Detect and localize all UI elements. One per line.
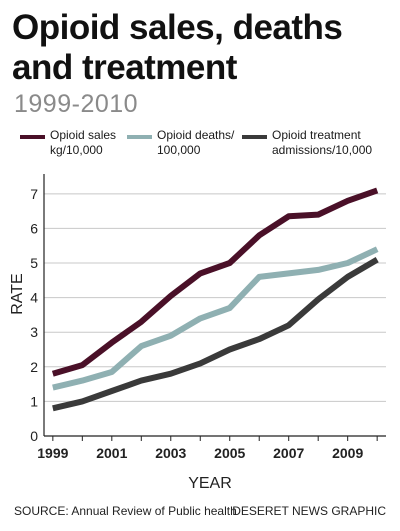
y-tick-label-7: 7 bbox=[30, 186, 38, 202]
legend-label-treatment: Opioid treatment admissions/10,000 bbox=[272, 128, 373, 157]
y-tick-label-2: 2 bbox=[30, 359, 38, 375]
y-tick-label-1: 1 bbox=[30, 393, 38, 409]
y-axis-title: RATE bbox=[9, 273, 26, 314]
y-tick-label-4: 4 bbox=[30, 290, 38, 306]
y-tick-label-6: 6 bbox=[30, 220, 38, 236]
chart-subtitle: 1999-2010 bbox=[14, 90, 139, 118]
x-tick-label-2009: 2009 bbox=[332, 445, 363, 461]
legend-label-sales: Opioid sales kg/10,000 bbox=[50, 128, 117, 157]
y-tick-label-0: 0 bbox=[30, 428, 38, 444]
series-line-deaths bbox=[52, 246, 379, 391]
x-tick-label-2007: 2007 bbox=[273, 445, 304, 461]
legend: Opioid sales kg/10,000 Opioid deaths/ 10… bbox=[0, 128, 400, 170]
x-tick-label-1999: 1999 bbox=[37, 445, 68, 461]
legend-swatch-deaths bbox=[127, 135, 152, 139]
credit-note: DESERET NEWS GRAPHIC bbox=[232, 504, 386, 518]
legend-label-deaths: Opioid deaths/ 100,000 bbox=[157, 128, 235, 157]
legend-swatch-sales bbox=[20, 135, 45, 139]
series-line-sales bbox=[51, 187, 379, 377]
legend-swatch-treatment bbox=[242, 135, 267, 139]
chart-title: Opioid sales, deaths and treatment bbox=[12, 8, 343, 87]
x-tick-label-2001: 2001 bbox=[96, 445, 127, 461]
x-tick-label-2005: 2005 bbox=[214, 445, 245, 461]
y-tick-label-3: 3 bbox=[30, 324, 38, 340]
x-axis-title: YEAR bbox=[188, 475, 232, 492]
y-tick-label-5: 5 bbox=[30, 255, 38, 271]
source-note: SOURCE: Annual Review of Public health bbox=[14, 504, 237, 518]
x-tick-label-2003: 2003 bbox=[155, 445, 186, 461]
series-line-treatment bbox=[52, 257, 379, 412]
